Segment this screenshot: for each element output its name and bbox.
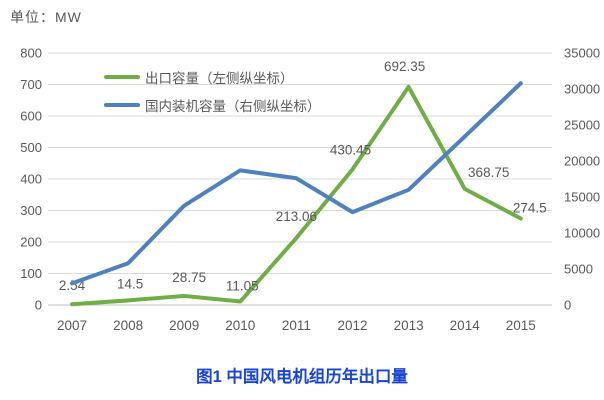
axis-unit-label: 单位：MW bbox=[10, 9, 82, 25]
left-axis-tick-label: 300 bbox=[20, 203, 42, 218]
legend-item-domestic: 国内装机容量（右侧纵坐标） bbox=[104, 91, 321, 119]
x-axis-tick-label: 2014 bbox=[450, 318, 481, 333]
right-axis-tick-label: 30000 bbox=[564, 82, 600, 97]
x-axis-tick-label: 2013 bbox=[394, 318, 424, 333]
x-axis-tick-label: 2010 bbox=[225, 318, 255, 333]
left-axis-tick-label: 400 bbox=[20, 172, 42, 187]
left-axis-tick-label: 200 bbox=[20, 235, 42, 250]
right-axis-tick-label: 20000 bbox=[564, 154, 600, 169]
right-axis-tick-label: 0 bbox=[564, 298, 571, 313]
x-axis-tick-label: 2012 bbox=[337, 318, 367, 333]
figure-caption: 图1 中国风电机组历年出口量 bbox=[196, 368, 408, 386]
right-axis-tick-label: 35000 bbox=[564, 46, 600, 61]
right-axis-tick-label: 5000 bbox=[564, 262, 593, 277]
x-axis-tick-label: 2011 bbox=[282, 318, 311, 333]
left-axis-tick-label: 500 bbox=[20, 140, 42, 155]
data-label: 274.5 bbox=[513, 201, 547, 216]
data-label: 11.05 bbox=[226, 279, 259, 294]
data-label: 213.06 bbox=[276, 209, 317, 224]
dual-axis-line-chart: 0 100 200 300 400 500 600 700 800 0 5000 10000 15000… bbox=[20, 46, 600, 334]
legend: 出口容量（左侧纵坐标） 国内装机容量（右侧纵坐标） bbox=[104, 63, 321, 119]
x-axis-tick-label: 2015 bbox=[506, 318, 536, 333]
legend-item-export: 出口容量（左侧纵坐标） bbox=[104, 63, 321, 91]
x-axis-tick-label: 2008 bbox=[113, 318, 143, 333]
domestic-line-swatch-icon bbox=[104, 103, 140, 107]
data-label: 368.75 bbox=[468, 165, 509, 180]
data-label: 28.75 bbox=[172, 270, 206, 285]
x-axis-tick-label: 2007 bbox=[57, 318, 87, 333]
export-line-swatch-icon bbox=[104, 75, 140, 79]
legend-label-export: 出口容量（左侧纵坐标） bbox=[145, 71, 294, 86]
right-axis-tick-label: 25000 bbox=[564, 118, 600, 133]
legend-label-domestic: 国内装机容量（右侧纵坐标） bbox=[145, 99, 321, 114]
left-axis-tick-label: 0 bbox=[35, 298, 42, 313]
data-label: 692.35 bbox=[384, 59, 425, 74]
left-axis-tick-label: 800 bbox=[20, 46, 42, 61]
domestic-capacity-line bbox=[70, 81, 523, 286]
left-axis-tick-label: 600 bbox=[20, 109, 42, 124]
x-axis-tick-label: 2009 bbox=[169, 318, 199, 333]
data-label: 14.5 bbox=[117, 276, 143, 291]
left-axis-tick-label: 100 bbox=[20, 266, 42, 281]
right-axis-tick-label: 15000 bbox=[564, 190, 600, 205]
data-label: 430.45 bbox=[330, 142, 371, 157]
left-axis-tick-label: 700 bbox=[20, 77, 42, 92]
right-axis-tick-label: 10000 bbox=[564, 226, 600, 241]
export-capacity-line bbox=[70, 84, 523, 307]
